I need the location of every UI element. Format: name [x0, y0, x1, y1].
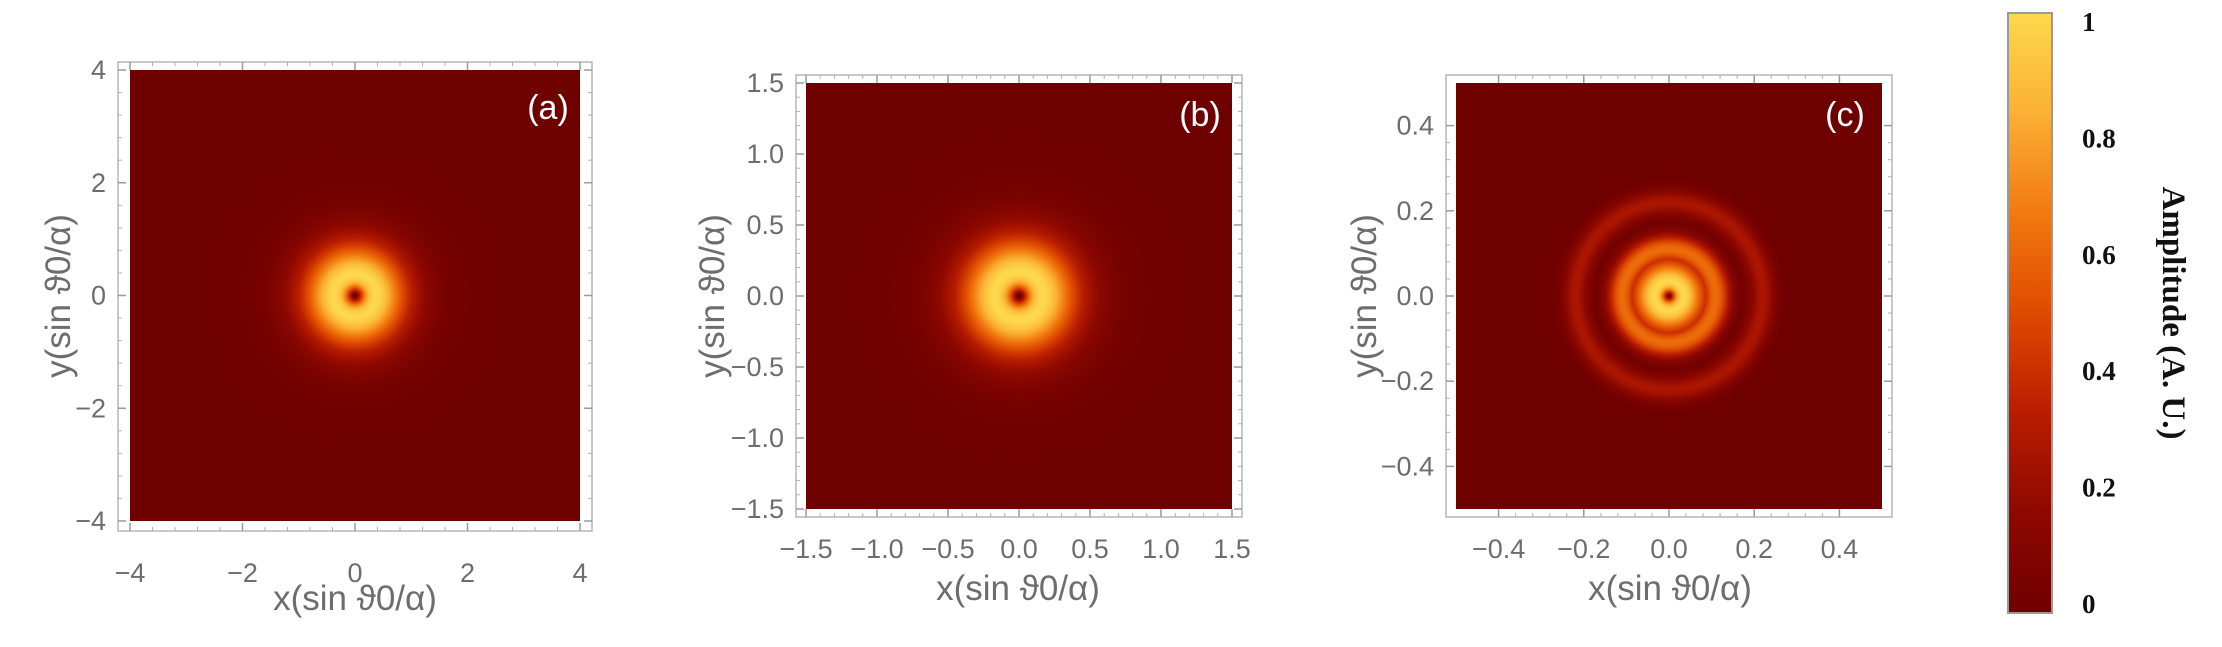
panel-label-a: (a): [527, 89, 569, 127]
heatmap-image-c: [1456, 83, 1882, 509]
panel-label-c: (c): [1825, 96, 1865, 134]
colorbar-gradient: [2007, 12, 2053, 614]
x-axis-label-b: x(sin ϑ0/α): [936, 569, 1100, 608]
ticks-b: −1.5 −1.5 −1.0 −1.0 −0.5 −0.5 0.0 0.0 0.5 0.5 1.0 1…: [731, 68, 1251, 564]
colorbar-ticks: 1 0.8 0.6 0.4 0.2 0: [2082, 7, 2116, 619]
y-tick-label: 2: [91, 168, 106, 198]
heatmap-image-b: [806, 83, 1232, 509]
x-tick-label: 0.0: [1650, 534, 1688, 564]
colorbar-tick-label: 0.8: [2082, 123, 2116, 153]
x-axis-label-a: x(sin ϑ0/α): [273, 579, 437, 618]
x-tick-label: 0.0: [1000, 534, 1038, 564]
heatmap-panel-b: −1.5 −1.5 −1.0 −1.0 −0.5 −0.5 0.0 0.0 0.5 0.5 1.0 1…: [693, 68, 1251, 608]
colorbar-tick-label: 0.4: [2082, 356, 2116, 386]
x-tick-label: −2: [227, 558, 258, 588]
y-tick-label: 0.5: [746, 210, 784, 240]
x-tick-label: 1.0: [1142, 534, 1180, 564]
x-tick-label: −0.4: [1472, 534, 1525, 564]
ticks-c: −0.4 −0.4 −0.2 −0.2 0.0 0.0 0.2 0.2 0.4 0.4: [1381, 75, 1892, 564]
x-tick-label: −1.5: [779, 534, 832, 564]
heatmap-panel-c: −0.4 −0.4 −0.2 −0.2 0.0 0.0 0.2 0.2 0.4 0.4 (c) x…: [1345, 74, 1893, 608]
x-tick-label: −0.2: [1557, 534, 1610, 564]
colorbar-label: Amplitude (A. U.): [2155, 187, 2191, 440]
x-tick-label: 0.2: [1735, 534, 1773, 564]
x-tick-label: 1.5: [1213, 534, 1251, 564]
y-tick-label: 0: [91, 281, 106, 311]
heatmap-panel-a: −4 −4 −2 −2 0 0 2 2 4 4 (a) x(sin ϑ0/α) y(sin ϑ0/…: [39, 55, 593, 618]
y-tick-label: −4: [75, 506, 106, 536]
ticks-a: −4 −4 −2 −2 0 0 2 2 4 4: [75, 55, 592, 588]
x-tick-label: −1.0: [850, 534, 903, 564]
y-tick-label: 0.0: [746, 281, 784, 311]
y-tick-label: −0.5: [731, 352, 784, 382]
colorbar: 1 0.8 0.6 0.4 0.2 0 Amplitude (A. U.): [2007, 7, 2191, 619]
x-tick-label: 0: [347, 558, 362, 588]
x-tick-label: 0.5: [1071, 534, 1109, 564]
heatmap-image-a: [130, 70, 580, 521]
x-tick-label: −4: [115, 558, 146, 588]
x-tick-label: 0.4: [1821, 534, 1859, 564]
panel-label-b: (b): [1179, 96, 1221, 134]
y-tick-label: 0.2: [1396, 196, 1434, 226]
y-tick-label: −1.5: [731, 494, 784, 524]
x-tick-label: 4: [572, 558, 587, 588]
x-tick-label: 2: [460, 558, 475, 588]
y-tick-label: 0.4: [1396, 111, 1434, 141]
y-tick-label: 1.5: [746, 68, 784, 98]
colorbar-tick-label: 1: [2082, 7, 2096, 37]
y-tick-label: 1.0: [746, 139, 784, 169]
y-axis-label-c: y(sin ϑ0/α): [1345, 214, 1384, 378]
y-axis-label-a: y(sin ϑ0/α): [39, 214, 78, 378]
x-tick-label: −0.5: [921, 534, 974, 564]
y-tick-label: −0.4: [1381, 451, 1434, 481]
y-axis-label-b: y(sin ϑ0/α): [693, 214, 732, 378]
y-tick-label: 4: [91, 55, 106, 85]
y-tick-label: −2: [75, 393, 106, 423]
y-tick-label: −0.2: [1381, 366, 1434, 396]
colorbar-tick-label: 0: [2082, 589, 2096, 619]
y-tick-label: 0.0: [1396, 281, 1434, 311]
colorbar-tick-label: 0.6: [2082, 240, 2116, 270]
x-axis-label-c: x(sin ϑ0/α): [1588, 569, 1752, 608]
colorbar-tick-label: 0.2: [2082, 473, 2116, 503]
y-tick-label: −1.0: [731, 423, 784, 453]
